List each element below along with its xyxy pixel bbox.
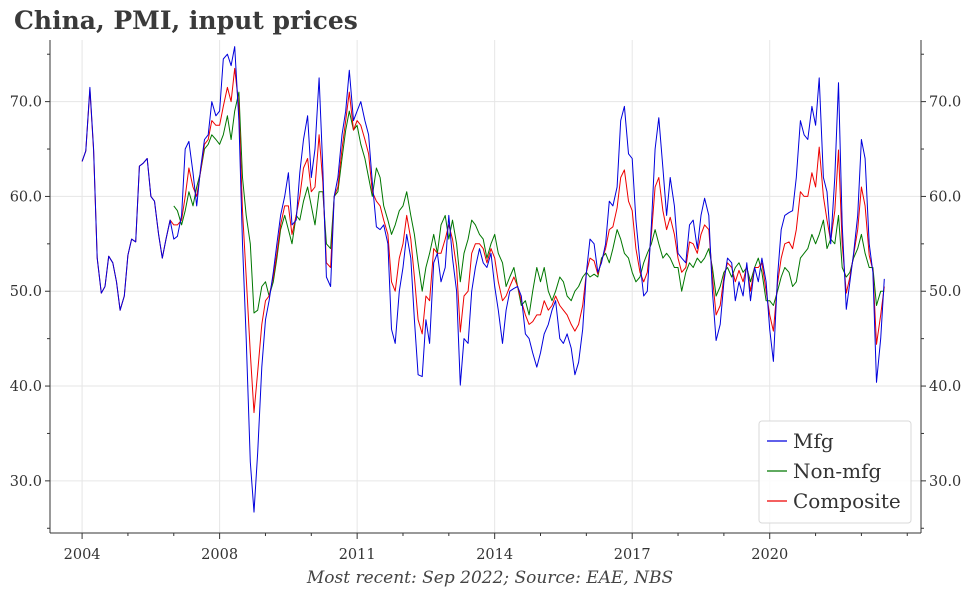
- x-tick-label: 2017: [614, 547, 651, 563]
- series-line-non-mfg: [173, 91, 885, 316]
- x-tick-label: 2008: [201, 547, 238, 563]
- x-tick-label: 2004: [64, 547, 101, 563]
- legend-label-mfg: Mfg: [793, 429, 834, 453]
- y-tick-label-left: 60.0: [10, 189, 42, 205]
- legend-label-composite: Composite: [793, 489, 901, 513]
- source-note: Most recent: Sep 2022; Source: EAE, NBS: [306, 568, 673, 588]
- y-tick-label-right: 50.0: [929, 284, 961, 300]
- series-lines: [81, 46, 885, 513]
- y-tick-label-right: 40.0: [929, 379, 961, 395]
- y-tick-label-right: 60.0: [929, 189, 961, 205]
- y-tick-label-left: 40.0: [10, 379, 42, 395]
- axes: [49, 40, 922, 534]
- series-line-composite: [81, 67, 885, 414]
- y-tick-label-right: 30.0: [929, 474, 961, 490]
- y-tick-label-left: 30.0: [10, 474, 42, 490]
- axis-ticks: 30.0 30.0 40.0 40.0 50.0 50.0 60.0 60.0 70.0 70.0…: [10, 53, 961, 563]
- chart-title: China, PMI, input prices: [14, 6, 358, 35]
- legend-label-non-mfg: Non-mfg: [793, 459, 882, 483]
- x-tick-label: 2011: [339, 547, 376, 563]
- y-tick-label-right: 70.0: [929, 95, 961, 111]
- series-line-mfg: [81, 46, 885, 513]
- legend-box: [758, 420, 912, 524]
- x-tick-label: 2020: [751, 547, 788, 563]
- x-tick-label: 2014: [476, 547, 513, 563]
- legend: Mfg Non-mfg Composite: [758, 420, 912, 524]
- y-tick-label-left: 50.0: [10, 284, 42, 300]
- y-tick-label-left: 70.0: [10, 95, 42, 111]
